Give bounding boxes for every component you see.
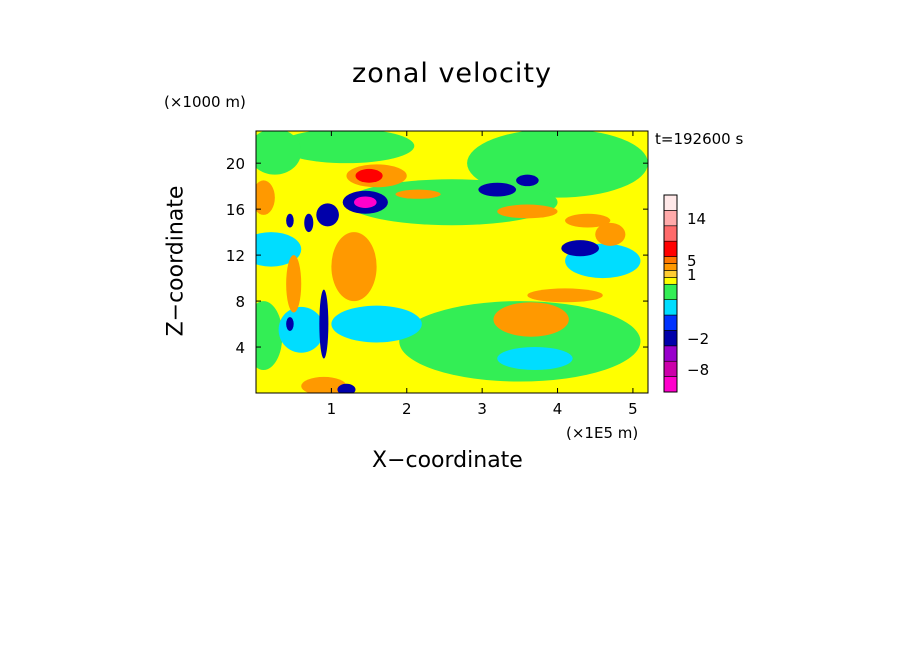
contour-region (256, 301, 283, 371)
colorbar-bin (663, 225, 678, 242)
contour-region (286, 213, 294, 228)
contour-region (278, 131, 415, 164)
x-tick-label: 4 (553, 400, 563, 418)
contour-region (319, 289, 329, 359)
x-tick-label: 1 (327, 400, 337, 418)
x-tick-label: 2 (402, 400, 412, 418)
colorbar-label: 1 (687, 266, 697, 284)
contour-region (355, 168, 383, 183)
contour-region (478, 182, 517, 197)
colorbar-bin (663, 345, 678, 362)
contour-region (497, 347, 573, 371)
x-tick-label: 5 (628, 400, 638, 418)
colorbar-bin (663, 256, 678, 264)
contour-region (286, 317, 294, 331)
y-tick-label: 12 (226, 247, 245, 265)
contour-region (256, 131, 302, 175)
contour-region (278, 306, 324, 353)
colorbar-bin (663, 270, 678, 278)
colorbar-bin (663, 283, 678, 300)
colorbar-bin (663, 263, 678, 271)
contour-region (493, 302, 569, 337)
chart-title: zonal velocity (352, 58, 552, 89)
colorbar-bin (663, 240, 678, 257)
colorbar-bin (663, 194, 678, 211)
x-axis-unit: (×1E5 m) (566, 424, 639, 442)
y-axis-ticks: 4 8 12 16 20 (226, 155, 648, 357)
contour-region (331, 305, 422, 343)
colorbar-bin (663, 210, 678, 227)
y-tick-label: 8 (235, 293, 245, 311)
contour-region (304, 213, 314, 233)
contour-region (337, 383, 356, 393)
y-tick-label: 4 (235, 339, 245, 357)
contour-region (565, 213, 611, 228)
colorbar-bin (663, 299, 678, 316)
colorbar-label: 14 (687, 210, 706, 228)
contour-region (316, 203, 339, 227)
contour-region (497, 204, 558, 219)
time-annotation: t=192600 s (655, 130, 744, 148)
plot-frame (255, 130, 649, 394)
x-axis-label: X−coordinate (372, 448, 523, 473)
contour-region (395, 189, 441, 199)
contour-region (595, 222, 626, 246)
colorbar-label: 5 (687, 252, 697, 270)
contour-region (256, 180, 275, 215)
colorbar-bin (663, 314, 678, 331)
colorbar-bin (663, 330, 678, 347)
contour-region (331, 232, 377, 302)
contour-region (354, 196, 377, 208)
colorbar: −8 −2 15 14 (663, 194, 709, 393)
y-tick-label: 16 (226, 201, 245, 219)
contour-region (256, 232, 302, 267)
colorbar-frame (663, 194, 678, 393)
colorbar-bin (663, 277, 678, 285)
colorbar-bin (663, 376, 678, 393)
colorbar-label: −2 (687, 330, 709, 348)
contour-region (399, 301, 641, 382)
x-tick-label: 3 (477, 400, 487, 418)
colorbar-bin (663, 360, 678, 377)
colorbar-label: −8 (687, 361, 709, 379)
contour-region (467, 131, 648, 198)
contour-field (256, 131, 648, 393)
y-axis-unit: (×1000 m) (164, 93, 246, 111)
contour-region (561, 240, 600, 257)
contour-region (516, 174, 539, 187)
y-tick-label: 20 (226, 155, 245, 173)
x-axis-ticks: 1 2 3 4 5 (327, 131, 638, 418)
contour-region (301, 376, 347, 393)
contour-region (527, 288, 603, 303)
contour-region (286, 255, 302, 313)
